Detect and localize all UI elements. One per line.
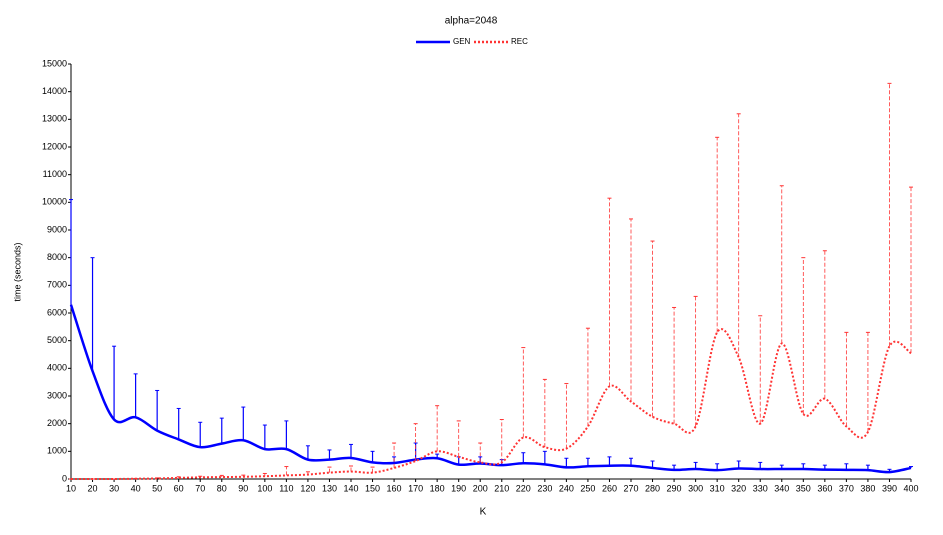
y-tick-label: 1000 [47,446,67,456]
x-tick-label: 400 [903,483,918,493]
x-tick-label: 350 [796,483,811,493]
x-tick-label: 260 [602,483,617,493]
x-tick-label: 290 [667,483,682,493]
x-tick-label: 20 [88,483,98,493]
x-tick-label: 50 [152,483,162,493]
x-tick-label: 370 [839,483,854,493]
x-axis-label: K [480,507,487,518]
y-tick-label: 5000 [47,335,67,345]
x-tick-label: 100 [257,483,272,493]
x-tick-label: 70 [195,483,205,493]
x-tick-label: 160 [387,483,402,493]
x-tick-label: 150 [365,483,380,493]
y-tick-label: 12000 [42,141,67,151]
x-tick-label: 210 [494,483,509,493]
y-tick-label: 6000 [47,307,67,317]
x-tick-label: 380 [860,483,875,493]
x-tick-label: 80 [217,483,227,493]
y-tick-label: 3000 [47,390,67,400]
x-tick-label: 310 [710,483,725,493]
x-tick-label: 340 [774,483,789,493]
x-tick-label: 120 [300,483,315,493]
x-tick-label: 390 [882,483,897,493]
legend-label: REC [511,37,528,46]
legend-label: GEN [453,37,471,46]
y-tick-label: 2000 [47,418,67,428]
x-tick-label: 170 [408,483,423,493]
x-tick-label: 30 [109,483,119,493]
x-tick-label: 320 [731,483,746,493]
y-tick-label: 13000 [42,114,67,124]
y-tick-label: 11000 [43,169,67,179]
x-tick-label: 130 [322,483,337,493]
x-tick-label: 10 [66,483,76,493]
y-tick-label: 4000 [47,363,67,373]
y-tick-label: 8000 [47,252,67,262]
x-tick-label: 200 [473,483,488,493]
x-tick-label: 40 [131,483,141,493]
x-tick-label: 140 [343,483,358,493]
y-axis-label: time (seconds) [12,242,22,301]
x-tick-label: 300 [688,483,703,493]
y-tick-label: 9000 [47,224,67,234]
y-tick-label: 7000 [47,280,67,290]
y-tick-label: 10000 [42,197,67,207]
chart-title: alpha=2048 [445,16,498,27]
x-tick-label: 220 [516,483,531,493]
y-tick-label: 14000 [42,86,67,96]
x-tick-label: 180 [430,483,445,493]
x-tick-label: 60 [174,483,184,493]
x-tick-label: 270 [623,483,638,493]
y-tick-label: 15000 [42,58,67,68]
series-line [69,304,912,474]
x-tick-label: 360 [817,483,832,493]
x-tick-label: 240 [559,483,574,493]
y-tick-label: 0 [62,473,67,483]
x-tick-label: 90 [238,483,248,493]
x-tick-label: 110 [279,483,293,493]
x-tick-label: 230 [537,483,552,493]
x-tick-label: 250 [580,483,595,493]
series-line [70,328,912,481]
x-tick-label: 190 [451,483,466,493]
x-tick-label: 280 [645,483,660,493]
x-tick-label: 330 [753,483,768,493]
